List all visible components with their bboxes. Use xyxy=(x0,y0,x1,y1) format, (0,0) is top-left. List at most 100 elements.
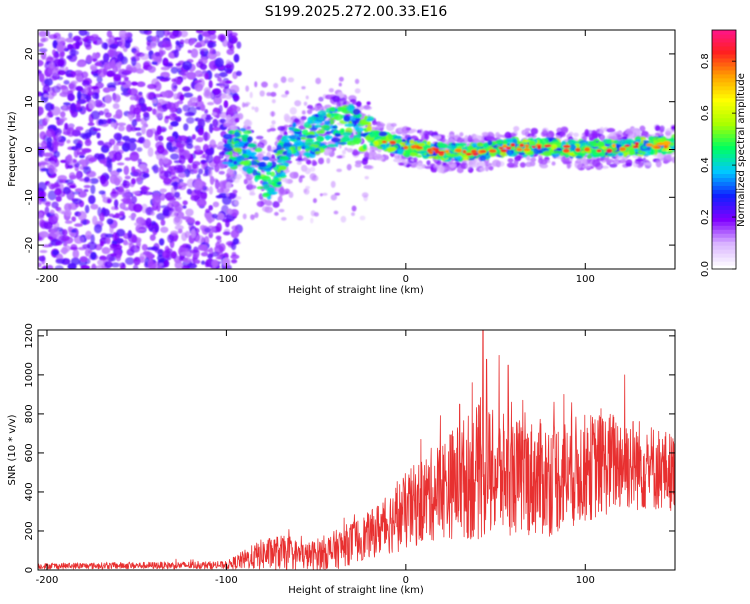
spectrogram-cell xyxy=(612,159,621,165)
spectrogram-cell xyxy=(99,119,108,125)
spectrogram-cell xyxy=(103,52,110,63)
spectrogram-cell xyxy=(225,182,232,190)
spectrogram-cell xyxy=(234,117,240,123)
spectrogram-cell xyxy=(143,112,150,122)
spectrogram-cell xyxy=(152,195,162,206)
spectrogram-cell xyxy=(288,191,294,199)
spectrogram-cell xyxy=(193,169,198,174)
spectrogram-cell xyxy=(359,215,366,221)
spectrogram-cell xyxy=(167,234,174,244)
spectrogram-cell xyxy=(226,89,231,95)
spectrogram-cell xyxy=(266,92,272,97)
spectrogram-cell xyxy=(352,137,362,145)
spectrogram-cell xyxy=(149,234,156,241)
spectrogram-cell xyxy=(87,122,95,127)
spectrogram-cell xyxy=(380,123,386,127)
spectrogram-cell xyxy=(52,58,63,67)
spectrogram-cell xyxy=(200,103,206,112)
spectrogram-cell xyxy=(203,131,209,142)
spectrogram-cell xyxy=(194,145,201,152)
colorbar-strip xyxy=(712,85,736,91)
spectrogram-cell xyxy=(488,165,494,171)
spectrogram-cell xyxy=(366,125,373,132)
spectrogram-cell xyxy=(70,232,76,238)
spectrogram-cell xyxy=(90,234,95,244)
spectrogram-cell xyxy=(298,176,303,183)
spectrogram-cell xyxy=(403,145,409,150)
spectrogram-cell xyxy=(283,130,288,137)
spectrogram-cell xyxy=(187,100,193,107)
spectrogram-cell xyxy=(356,101,362,108)
spectrogram-cell xyxy=(292,122,297,128)
colorbar-strip xyxy=(712,49,736,55)
spectrogram-cell xyxy=(170,153,180,160)
spectrogram-cell xyxy=(317,110,327,117)
colorbar-strip xyxy=(712,209,736,214)
spectrogram-cell xyxy=(498,146,504,150)
spectrogram-cell xyxy=(288,127,294,131)
spectrogram-cell xyxy=(195,235,205,244)
spectrogram-cell xyxy=(351,205,357,212)
spectrogram-cell xyxy=(247,142,257,149)
spectrogram-cell xyxy=(168,136,176,141)
spectrogram-cell xyxy=(189,249,199,254)
spectrogram-cell xyxy=(234,200,239,205)
spectrogram-cell xyxy=(193,179,203,190)
spectrogram-cell xyxy=(249,91,253,99)
spectrogram-cell xyxy=(57,175,68,182)
colorbar-strip xyxy=(712,193,736,198)
spectrogram-cell xyxy=(131,56,137,67)
spectrogram-cell xyxy=(208,167,213,178)
spectrogram-cell xyxy=(323,120,331,125)
spectrogram-cell xyxy=(243,120,252,127)
colorbar-strip xyxy=(712,237,736,242)
spectrogram-cell xyxy=(91,92,99,100)
spectrogram-cell xyxy=(393,154,400,159)
spectrogram-cell xyxy=(55,195,62,202)
spectrogram-cell xyxy=(128,138,137,143)
spectrogram-cell xyxy=(202,173,208,177)
spectrogram-cell xyxy=(284,90,290,95)
spectrogram-cell xyxy=(582,142,587,147)
spectrogram-cell xyxy=(427,130,434,136)
spectrogram-cell xyxy=(180,251,188,256)
spectrogram-cell xyxy=(214,163,220,173)
spectrogram-cell xyxy=(597,141,605,147)
spectrogram-cell xyxy=(117,185,124,193)
colorbar-tick-label: 0.4 xyxy=(700,157,711,173)
colorbar-strip xyxy=(712,217,736,222)
spectrogram-cell xyxy=(226,192,230,197)
spectrogram-cell xyxy=(162,250,171,259)
spectrogram-cell xyxy=(174,215,181,223)
spectrogram-cell xyxy=(92,58,98,62)
spectrogram-cell xyxy=(373,140,379,146)
spectrogram-cell xyxy=(186,188,192,195)
spectrogram-cell xyxy=(70,80,78,85)
spectrogram-cell xyxy=(224,80,232,84)
spectrogram-cell xyxy=(479,167,486,172)
colorbar-gradient xyxy=(712,30,736,270)
spectrogram-cell xyxy=(362,156,369,162)
spectrogram-cell xyxy=(628,132,634,140)
spectrogram-cell xyxy=(90,251,97,260)
spectrogram-cell xyxy=(163,170,172,178)
spectrogram-cell xyxy=(69,174,77,180)
spectrogram-cell xyxy=(378,131,388,137)
spectrogram-cell xyxy=(199,63,208,70)
spectrogram-cell xyxy=(301,86,306,90)
spectrogram-cell xyxy=(200,159,208,164)
spectrogram-cell xyxy=(172,30,180,38)
spectrogram-cell xyxy=(175,63,182,67)
spectrogram-cell xyxy=(256,142,265,149)
spectrogram-cell xyxy=(352,149,359,156)
colorbar-strip xyxy=(712,149,736,155)
spectrogram-cell xyxy=(343,115,351,122)
spectrogram-cell xyxy=(551,161,556,166)
spectrogram-cell xyxy=(223,100,229,109)
spectrogram-cell xyxy=(654,132,660,136)
spectrogram-cell xyxy=(120,92,130,96)
spectrogram-cell xyxy=(101,42,108,49)
spectrogram-cell xyxy=(116,228,126,237)
spectrogram-cell xyxy=(40,51,47,60)
